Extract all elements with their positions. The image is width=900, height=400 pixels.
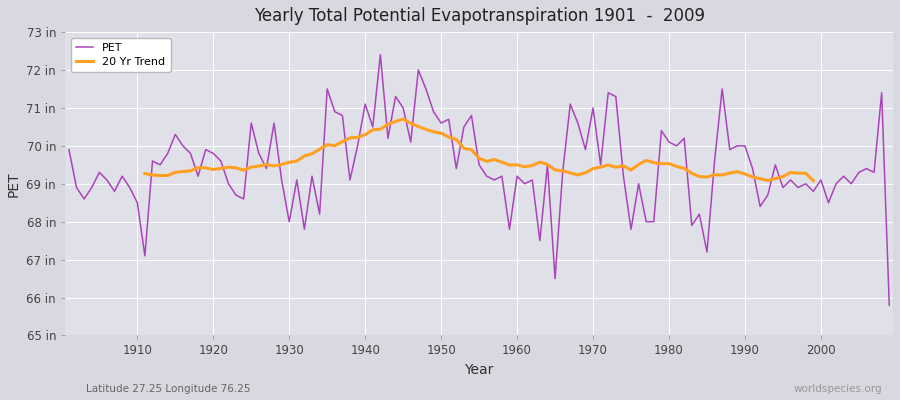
20 Yr Trend [398,117,409,122]
20 Yr Trend [808,178,819,183]
Legend: PET, 20 Yr Trend: PET, 20 Yr Trend [71,38,170,72]
PET [512,174,523,178]
Y-axis label: PET: PET [7,171,21,196]
Title: Yearly Total Potential Evapotranspiration 1901  -  2009: Yearly Total Potential Evapotranspiratio… [254,7,705,25]
20 Yr Trend [276,162,287,167]
20 Yr Trend [740,172,751,176]
Text: Latitude 27.25 Longitude 76.25: Latitude 27.25 Longitude 76.25 [86,384,250,394]
20 Yr Trend [489,157,500,162]
PET [375,52,386,57]
Line: 20 Yr Trend: 20 Yr Trend [145,119,814,181]
20 Yr Trend [140,171,150,176]
X-axis label: Year: Year [464,363,494,377]
20 Yr Trend [405,121,416,126]
PET [519,181,530,186]
PET [124,185,135,190]
Text: worldspecies.org: worldspecies.org [794,384,882,394]
PET [884,303,895,308]
PET [337,113,347,118]
PET [64,147,75,152]
Line: PET: PET [69,55,889,305]
20 Yr Trend [208,167,219,172]
PET [610,94,621,99]
PET [292,178,302,182]
20 Yr Trend [223,165,234,170]
